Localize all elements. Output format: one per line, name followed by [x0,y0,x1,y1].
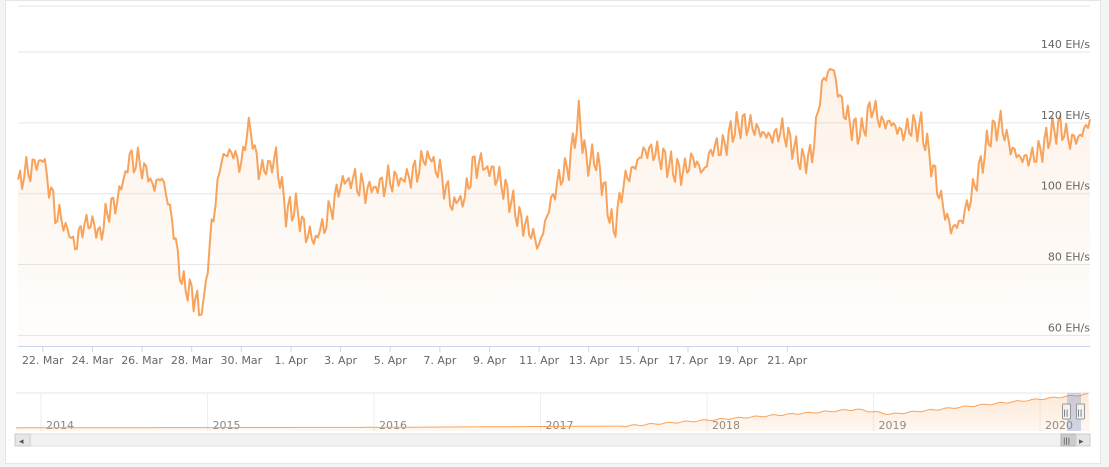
scrollbar-left-button[interactable] [14,433,31,447]
x-tick-label: 26. Mar [121,354,163,367]
x-tick-label: 28. Mar [171,354,213,367]
chart-container: 60 EH/s 80 EH/s 100 EH/s 120 EH/s 140 EH/s 2… [5,0,1101,464]
x-tick-label: 17. Apr [668,354,708,367]
hashrate-chart: 60 EH/s 80 EH/s 100 EH/s 120 EH/s 140 EH/s 2… [14,5,1091,447]
series-line[interactable] [17,68,1091,317]
navigator-series-area [16,393,1090,431]
y-tick-label: 140 EH/s [1041,38,1090,51]
scrollbar[interactable]: ◂ ||| ▸ [14,433,1091,447]
x-tick-label: 24. Mar [72,354,114,367]
navigator[interactable]: 2014201520162017201820192020|||| [15,392,1090,432]
x-tick-label: 7. Apr [423,354,456,367]
x-tick-label: 3. Apr [324,354,357,367]
y-tick-label: 120 EH/s [1041,109,1090,122]
scrollbar-grip: ||| [1063,437,1070,445]
y-tick-label: 60 EH/s [1048,321,1090,334]
x-tick-label: 1. Apr [274,354,307,367]
scrollbar-track[interactable] [14,433,1091,447]
y-axis: 60 EH/s 80 EH/s 100 EH/s 120 EH/s 140 EH/s [1041,38,1090,334]
x-tick-label: 21. Apr [767,354,807,367]
x-tick-label: 30. Mar [220,354,262,367]
x-tick-label: 13. Apr [569,354,609,367]
x-axis: 22. Mar 24. Mar 26. Mar 28. Mar 30. Mar 1. Ap… [18,346,1090,367]
navigator-selection[interactable] [1067,393,1081,431]
series-area [18,69,1090,346]
scroll-left-arrow: ◂ [19,437,24,447]
x-tick-label: 5. Apr [374,354,407,367]
scroll-right-arrow: ▸ [1079,437,1084,447]
x-tick-label: 22. Mar [22,354,64,367]
handle-grip-icon: || [1064,409,1069,417]
y-tick-label: 100 EH/s [1041,180,1090,193]
scrollbar-right-button[interactable] [1075,433,1091,447]
handle-grip-icon: || [1078,409,1083,417]
navigator-right-handle[interactable] [1076,403,1085,420]
x-tick-label: 19. Apr [718,354,758,367]
plot-area [17,68,1091,346]
x-tick-label: 15. Apr [618,354,658,367]
x-tick-label: 11. Apr [519,354,559,367]
x-tick-label: 9. Apr [473,354,506,367]
y-tick-label: 80 EH/s [1048,251,1090,264]
navigator-left-handle[interactable] [1062,403,1071,420]
navigator-series-line [15,393,1089,429]
